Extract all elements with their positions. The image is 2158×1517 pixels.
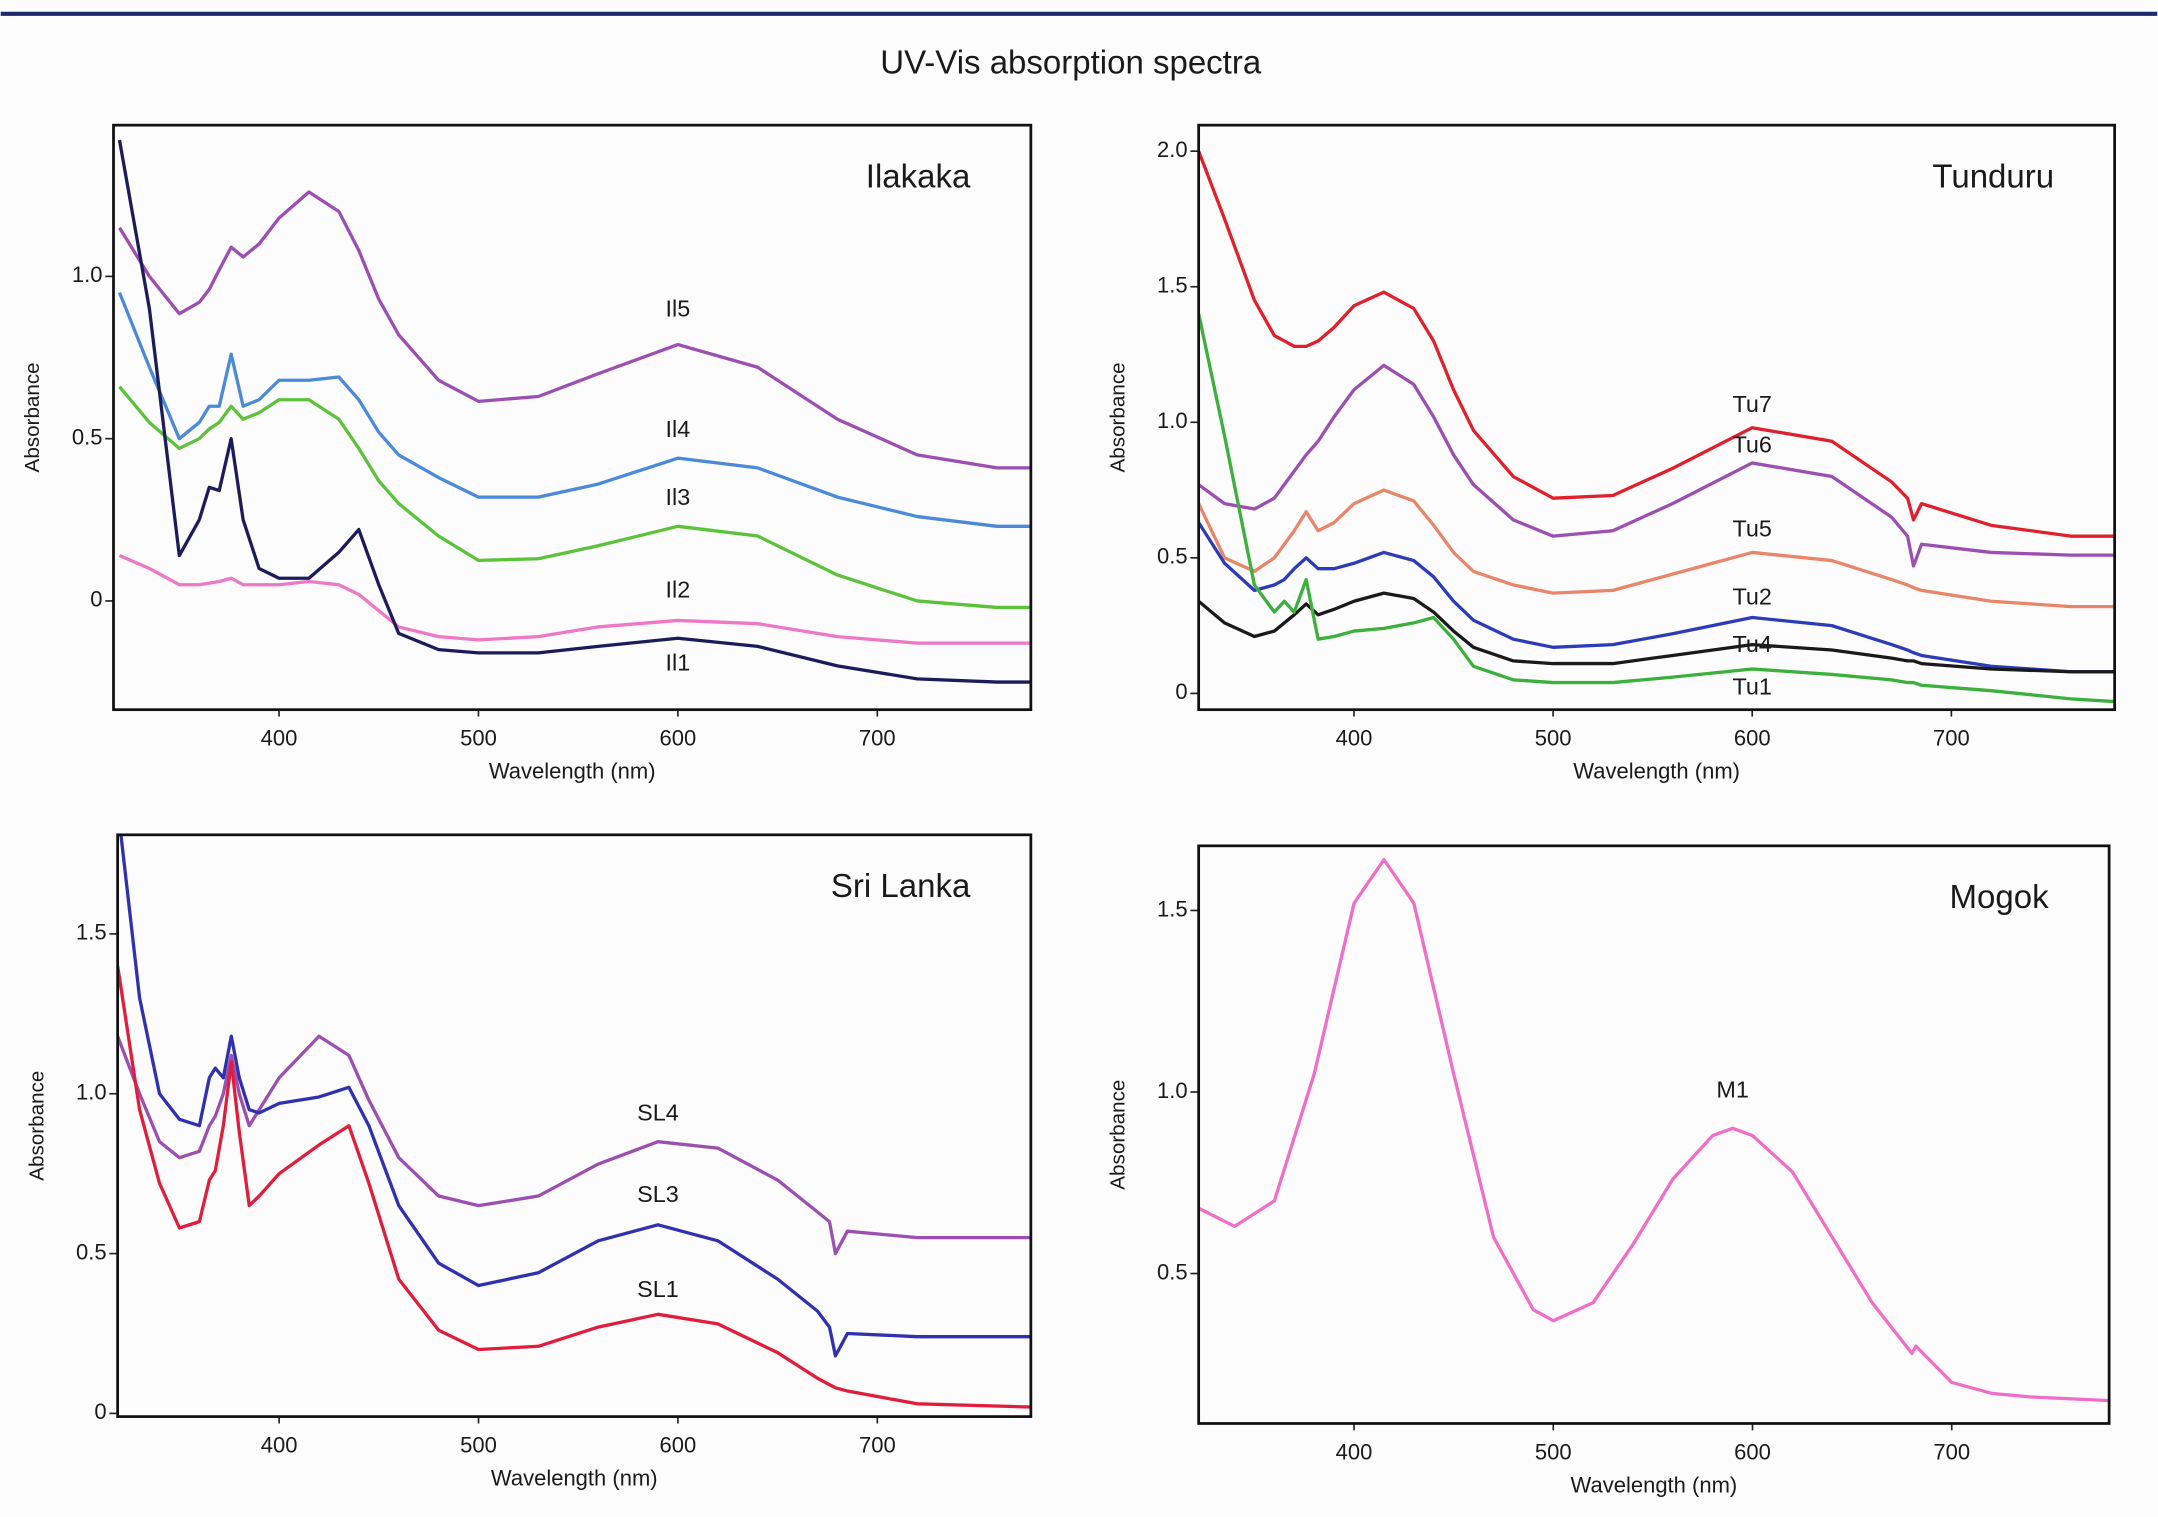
series-line <box>1198 150 2115 538</box>
series-line <box>1198 363 2115 568</box>
series-label: Il5 <box>666 295 691 321</box>
x-tick-label: 700 <box>1933 1440 1970 1465</box>
series-group <box>117 834 1031 1409</box>
x-tick-label: 500 <box>460 726 497 751</box>
y-tick-label: 1.5 <box>76 920 107 945</box>
series-label: Tu7 <box>1733 391 1772 417</box>
y-tick-label: 1.5 <box>1157 273 1188 298</box>
x-axis-label: Wavelength (nm) <box>489 759 656 784</box>
y-tick-label: 0 <box>1175 679 1187 704</box>
plot-frame <box>1197 844 2111 1425</box>
plot-frame <box>116 833 1033 1418</box>
y-tick-label: 1.5 <box>1157 896 1188 921</box>
series-label: M1 <box>1716 1076 1748 1102</box>
x-tick-label: 700 <box>1933 726 1970 751</box>
panel-title: Tunduru <box>1932 158 2054 195</box>
series-line <box>117 292 1031 528</box>
y-tick-label: 0.5 <box>1157 544 1188 569</box>
series-line <box>1198 521 2115 674</box>
series-line <box>117 139 1031 684</box>
series-label: Il1 <box>666 650 691 676</box>
x-tick-label: 700 <box>859 1433 896 1458</box>
series-line <box>117 965 1031 1409</box>
y-axis-label: Absorbance <box>1106 362 1129 472</box>
series-label: SL1 <box>637 1276 679 1302</box>
y-tick-label: 1.0 <box>72 262 103 287</box>
x-tick-label: 600 <box>660 726 697 751</box>
plot-frame <box>112 123 1033 712</box>
y-tick-label: 0 <box>90 587 102 612</box>
series-label: Il2 <box>666 577 691 603</box>
y-axis-label: Absorbance <box>1106 1080 1129 1190</box>
series-line <box>118 385 1031 610</box>
panel: 400 500 600 700 0.5 1.0 1.5 Wavelength (nm) Abso… <box>1106 844 2111 1498</box>
x-tick-label: 400 <box>261 726 298 751</box>
x-tick-label: 500 <box>1535 1440 1572 1465</box>
x-tick-label: 500 <box>1535 726 1572 751</box>
y-tick-label: 0 <box>94 1399 106 1424</box>
y-tick-label: 2.0 <box>1157 137 1188 162</box>
x-tick-label: 400 <box>261 1433 298 1458</box>
y-tick-label: 0.5 <box>1157 1259 1188 1284</box>
y-axis-label: Absorbance <box>21 362 44 472</box>
series-line <box>1198 488 2115 609</box>
panel: 400 500 600 700 0 0.5 1.0 Wavelength (nm) Absorb… <box>21 123 1033 784</box>
series-label: Il4 <box>666 416 691 442</box>
panel-title: Sri Lanka <box>831 867 971 904</box>
y-tick-label: 0.5 <box>76 1239 107 1264</box>
series-line <box>118 553 1031 645</box>
series-label: SL4 <box>637 1099 679 1125</box>
y-tick-label: 1.0 <box>1157 408 1188 433</box>
series-line <box>1198 313 2115 704</box>
x-tick-label: 600 <box>1734 1440 1771 1465</box>
series-line <box>1198 591 2115 674</box>
panel-title: Mogok <box>1950 878 2050 915</box>
series-line <box>117 1034 1031 1256</box>
series-label: Tu4 <box>1733 631 1772 657</box>
x-tick-label: 600 <box>660 1433 697 1458</box>
panel: 400 500 600 700 0 0.5 1.0 1.5 Wavelength (nm) Abs… <box>25 833 1033 1491</box>
series-line <box>1198 857 2110 1403</box>
series-line <box>119 834 1031 1358</box>
series-label: Tu5 <box>1733 516 1772 542</box>
series-group <box>1198 150 2115 704</box>
x-tick-label: 400 <box>1336 726 1373 751</box>
y-tick-label: 0.5 <box>72 424 103 449</box>
series-label: SL3 <box>637 1181 679 1207</box>
panel: 400 500 600 700 0 0.5 1.0 1.5 2.0 Wavelength (nm)… <box>1106 123 2117 784</box>
plot-frame <box>1197 123 2117 712</box>
x-tick-label: 600 <box>1734 726 1771 751</box>
series-label: Tu2 <box>1733 583 1772 609</box>
x-axis-label: Wavelength (nm) <box>1571 1473 1738 1498</box>
panel-title: Ilakaka <box>866 158 971 195</box>
x-tick-label: 400 <box>1336 1440 1373 1465</box>
series-label: Tu6 <box>1733 432 1772 458</box>
series-line <box>118 190 1031 470</box>
y-tick-label: 1.0 <box>1157 1078 1188 1103</box>
series-group <box>1198 857 2110 1403</box>
x-tick-label: 500 <box>460 1433 497 1458</box>
y-axis-label: Absorbance <box>25 1071 48 1181</box>
figure-title: UV-Vis absorption spectra <box>880 43 1262 80</box>
x-axis-label: Wavelength (nm) <box>491 1466 658 1491</box>
x-tick-label: 700 <box>859 726 896 751</box>
x-axis-label: Wavelength (nm) <box>1573 759 1740 784</box>
y-tick-label: 1.0 <box>76 1080 107 1105</box>
series-label: Tu1 <box>1733 673 1772 699</box>
series-group <box>117 139 1031 684</box>
series-label: Il3 <box>666 484 691 510</box>
